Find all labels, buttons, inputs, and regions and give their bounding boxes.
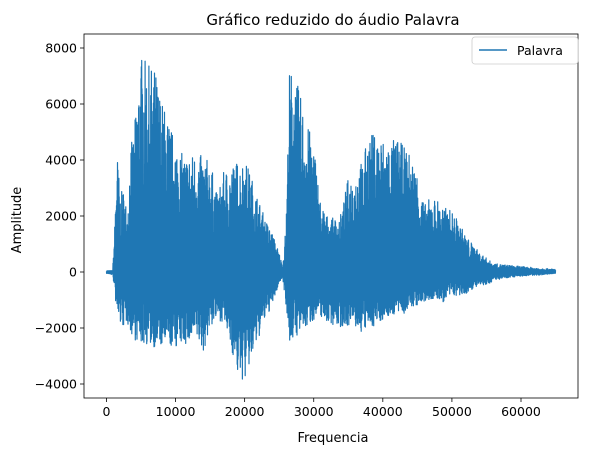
y-tick-label: 2000 (45, 209, 77, 224)
plot-area (105, 59, 557, 380)
x-tick-label: 40000 (363, 404, 403, 419)
legend: Palavra (471, 36, 579, 65)
y-tick-label: 8000 (45, 41, 77, 56)
legend-box (471, 36, 579, 65)
axis-ticks: 0 10000 20000 30000 40000 50000 60000−4000−200… (35, 41, 541, 420)
chart-title: Gráfico reduzido do áudio Palavra (206, 11, 459, 29)
x-tick-label: 30000 (294, 404, 334, 419)
series-line-palavra (105, 59, 557, 380)
x-axis-title: Frequencia (297, 431, 368, 446)
x-tick-label: 60000 (501, 404, 541, 419)
y-tick-label: 6000 (45, 97, 77, 112)
plot-frame (83, 33, 579, 399)
x-tick-label: 0 (102, 404, 110, 419)
legend-label-palavra: Palavra (517, 43, 563, 58)
x-tick-label: 10000 (156, 404, 196, 419)
x-tick-label: 50000 (432, 404, 472, 419)
y-tick-label: −2000 (35, 321, 77, 336)
y-tick-label: −4000 (35, 377, 77, 392)
y-tick-label: 4000 (45, 153, 77, 168)
x-tick-label: 20000 (225, 404, 265, 419)
y-axis-title: Amplitude (10, 187, 25, 254)
y-tick-label: 0 (69, 265, 77, 280)
